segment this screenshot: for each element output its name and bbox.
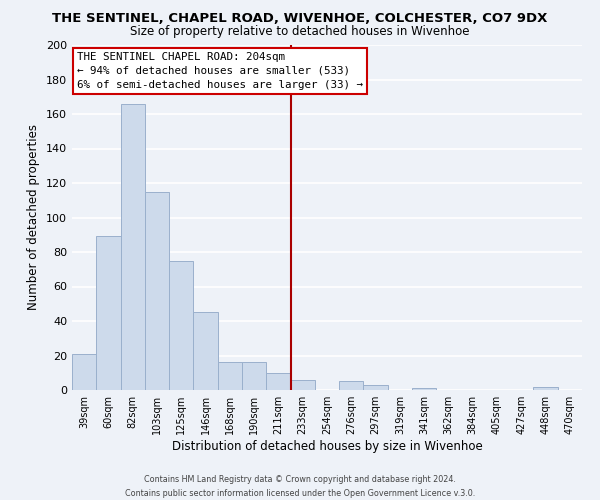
Bar [533, 386, 558, 390]
Text: Contains HM Land Registry data © Crown copyright and database right 2024.
Contai: Contains HM Land Registry data © Crown c… [125, 476, 475, 498]
Bar [364, 385, 388, 390]
Bar [242, 362, 266, 390]
Bar [72, 354, 96, 390]
Text: THE SENTINEL, CHAPEL ROAD, WIVENHOE, COLCHESTER, CO7 9DX: THE SENTINEL, CHAPEL ROAD, WIVENHOE, COL… [52, 12, 548, 26]
Bar [218, 362, 242, 390]
Bar [169, 260, 193, 390]
Bar [266, 373, 290, 390]
X-axis label: Distribution of detached houses by size in Wivenhoe: Distribution of detached houses by size … [172, 440, 482, 453]
Bar [412, 388, 436, 390]
Text: THE SENTINEL CHAPEL ROAD: 204sqm
← 94% of detached houses are smaller (533)
6% o: THE SENTINEL CHAPEL ROAD: 204sqm ← 94% o… [77, 52, 363, 90]
Bar [290, 380, 315, 390]
Bar [96, 236, 121, 390]
Bar [193, 312, 218, 390]
Bar [121, 104, 145, 390]
Text: Size of property relative to detached houses in Wivenhoe: Size of property relative to detached ho… [130, 25, 470, 38]
Y-axis label: Number of detached properties: Number of detached properties [28, 124, 40, 310]
Bar [339, 382, 364, 390]
Bar [145, 192, 169, 390]
